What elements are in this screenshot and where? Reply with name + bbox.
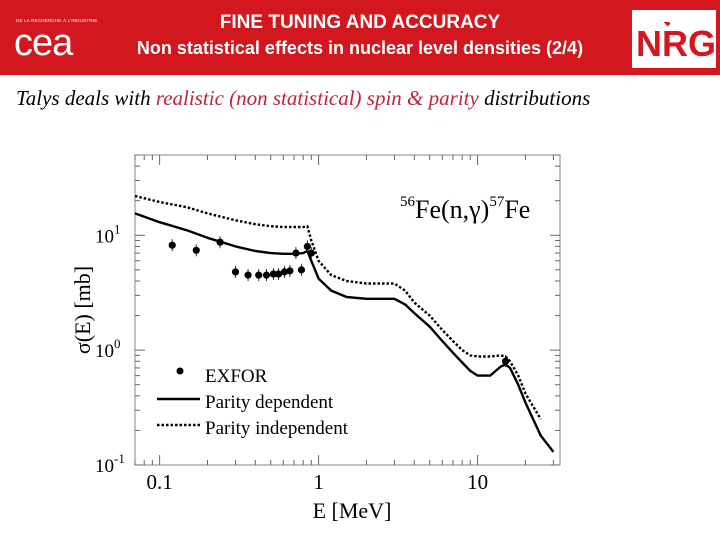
x-tick-labels: 0.1 1 10 xyxy=(147,470,489,494)
y-tick-label: 101 xyxy=(95,221,121,247)
exfor-point xyxy=(269,270,278,278)
reaction-label-tail: Fe xyxy=(504,195,530,224)
nrg-logo-background xyxy=(632,10,716,68)
slide-title: FINE TUNING AND ACCURACY xyxy=(219,12,501,33)
reaction-label-post: 57 xyxy=(489,194,505,210)
nrg-logo-word: NRG xyxy=(636,23,716,62)
header-banner: DE LA RECHERCHE À L'INDUSTRIE cea FINE T… xyxy=(0,0,720,75)
reaction-label: 56Fe(n,γ)57Fe xyxy=(400,194,530,224)
y-tick-label-base: 10 xyxy=(95,341,114,362)
exfor-point xyxy=(231,268,240,276)
axis-ticks xyxy=(134,154,560,466)
y-tick-label-base: 10 xyxy=(95,456,114,477)
x-tick-label: 1 xyxy=(313,470,324,494)
exfor-point xyxy=(192,246,200,254)
plot-frame xyxy=(134,154,561,466)
legend-label-exfor: EXFOR xyxy=(205,366,268,387)
reaction-label-mid1: Fe(n, xyxy=(415,195,469,224)
exfor-point xyxy=(244,271,252,279)
y-tick-label: 100 xyxy=(95,336,121,362)
slide-subtitle: Talys deals with realistic (non statisti… xyxy=(16,86,590,111)
y-tick-label-base: 10 xyxy=(95,226,114,247)
y-tick-label-exponent: -1 xyxy=(114,451,125,466)
y-tick-label-exponent: 1 xyxy=(114,221,121,236)
subtitle-part1: Talys deals with xyxy=(16,86,156,110)
cea-logo: DE LA RECHERCHE À L'INDUSTRIE cea xyxy=(10,8,120,68)
y-tick-label: 10-1 xyxy=(95,451,125,477)
legend: EXFOR Parity dependent Parity independen… xyxy=(157,366,349,439)
legend-marker-exfor xyxy=(176,367,184,375)
exfor-point xyxy=(292,249,300,257)
x-axis-label: E [MeV] xyxy=(313,498,392,523)
exfor-point xyxy=(168,241,176,249)
cea-logo-tagline: DE LA RECHERCHE À L'INDUSTRIE xyxy=(16,18,98,23)
exfor-point xyxy=(307,249,315,257)
exfor-point xyxy=(262,271,271,279)
exfor-point xyxy=(501,357,510,365)
exfor-point xyxy=(216,238,224,246)
exfor-point xyxy=(274,270,283,278)
series-line-parity-dependent xyxy=(134,212,555,453)
exfor-point xyxy=(255,271,263,279)
nrg-accent-mark xyxy=(663,22,671,27)
y-axis-label: σ(E) [mb] xyxy=(70,266,95,354)
reaction-label-mid2: ) xyxy=(481,195,490,224)
subtitle-highlight: realistic (non statistical) spin & parit… xyxy=(155,86,479,110)
series-layer xyxy=(134,194,555,453)
x-tick-label: 10 xyxy=(467,470,488,494)
series-line-parity-independent xyxy=(134,194,542,420)
subtitle-part2: distributions xyxy=(478,86,591,110)
cea-logo-word: cea xyxy=(14,22,73,64)
exfor-point xyxy=(303,242,311,251)
reaction-label-gamma: γ xyxy=(468,195,481,224)
nrg-logo: NRG xyxy=(636,22,716,62)
exfor-point xyxy=(297,266,306,274)
reaction-label-pre: 56 xyxy=(400,194,416,210)
exfor-point xyxy=(280,268,289,276)
legend-label-parity-dependent: Parity dependent xyxy=(205,392,334,413)
y-tick-label-exponent: 0 xyxy=(114,336,121,351)
exfor-point xyxy=(286,267,294,275)
slide-subtitle-header: Non statistical effects in nuclear level… xyxy=(136,38,584,58)
legend-label-parity-independent: Parity independent xyxy=(205,418,349,439)
x-tick-label: 0.1 xyxy=(147,470,173,494)
